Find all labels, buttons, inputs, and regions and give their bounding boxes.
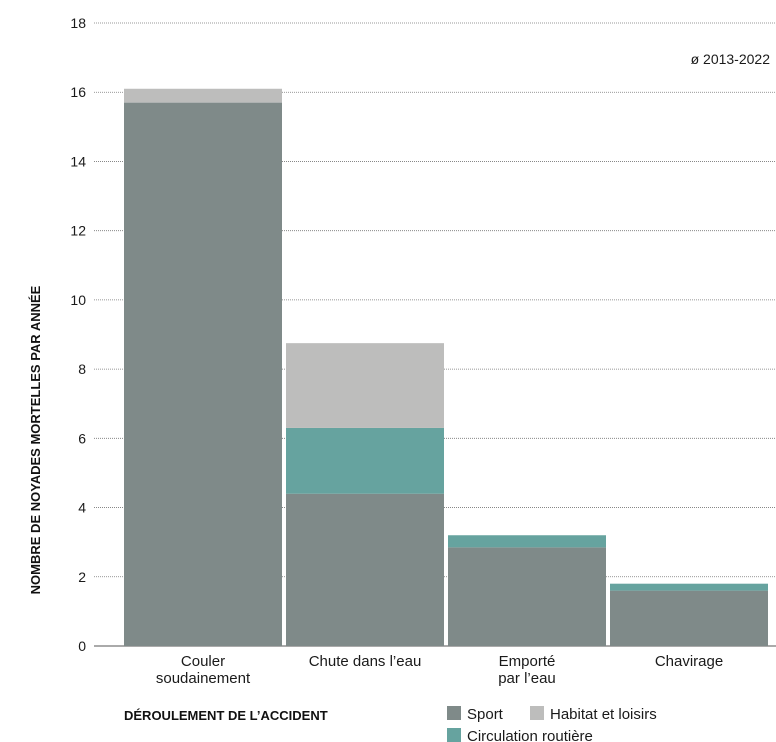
legend: Sport Habitat et loisirs Circulation routi…	[447, 706, 657, 742]
x-category-label-2: Emporté par l’eau	[498, 653, 556, 687]
y-tick-label-6: 6	[78, 430, 86, 446]
y-tick-label-18: 18	[70, 15, 86, 31]
y-tick-label-2: 2	[78, 569, 86, 585]
legend-label-sport: Sport	[467, 706, 504, 723]
bar-habitat-et-loisirs-0	[124, 88, 282, 103]
y-tick-label-0: 0	[78, 638, 86, 654]
y-tick-label-16: 16	[70, 84, 86, 100]
bar-sport-1	[286, 493, 444, 646]
bar-sport-3	[610, 590, 768, 646]
period-annotation: ø 2013-2022	[691, 51, 771, 67]
y-tick-label-4: 4	[78, 500, 86, 516]
x-axis-title: DÉROULEMENT DE L’ACCIDENT	[124, 708, 328, 723]
bar-sport-2	[448, 547, 606, 646]
y-axis-title: NOMBRE DE NOYADES MORTELLES PAR ANNÉE	[28, 285, 43, 594]
y-tick-label-12: 12	[70, 223, 86, 239]
y-tick-label-8: 8	[78, 361, 86, 377]
legend-swatch-sport	[447, 706, 461, 720]
legend-swatch-circulation-routi-re	[447, 728, 461, 742]
bar-circulation-routi-re-2	[448, 535, 606, 548]
y-tick-label-10: 10	[70, 292, 86, 308]
bar-circulation-routi-re-3	[610, 583, 768, 591]
bar-habitat-et-loisirs-1	[286, 343, 444, 428]
bar-sport-0	[124, 102, 282, 647]
x-category-label-3: Chavirage	[655, 653, 723, 670]
legend-swatch-habitat-et-loisirs	[530, 706, 544, 720]
x-category-label-1: Chute dans l’eau	[309, 653, 422, 670]
bar-circulation-routi-re-1	[286, 427, 444, 494]
x-category-label-0: Couler soudainement	[156, 653, 251, 687]
y-tick-labels: 0 2 4 6 8 10 12 14 16 18	[70, 15, 86, 654]
y-tick-label-14: 14	[70, 153, 86, 169]
legend-label-habitat-et-loisirs: Habitat et loisirs	[550, 706, 657, 723]
x-category-labels: Couler soudainement Chute dans l’eau Emport…	[156, 653, 723, 687]
bars	[124, 88, 768, 647]
legend-label-circulation-routi-re: Circulation routière	[467, 728, 593, 742]
